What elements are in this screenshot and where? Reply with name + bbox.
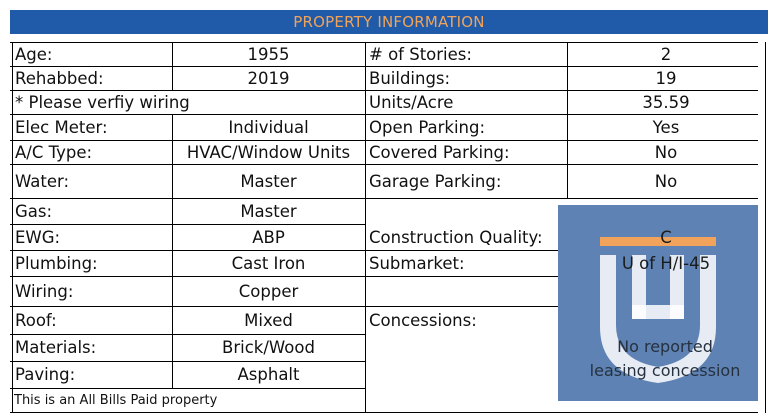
wiring-value: Copper bbox=[238, 281, 299, 301]
concessions-line-2: leasing concession bbox=[589, 361, 741, 380]
watermark-accent-bar bbox=[600, 237, 716, 246]
age-label: Age: bbox=[15, 44, 53, 64]
grid-line bbox=[10, 224, 365, 225]
grid-line bbox=[10, 412, 758, 413]
grid-line bbox=[365, 42, 366, 413]
open-parking-value: Yes bbox=[652, 117, 680, 137]
grid-line bbox=[567, 42, 568, 198]
concessions-line-1: No reported bbox=[617, 337, 713, 356]
ewg-label: EWG: bbox=[15, 227, 61, 247]
roof-value: Mixed bbox=[244, 310, 293, 330]
garage-parking-value: No bbox=[654, 171, 678, 191]
watermark-bridge bbox=[632, 305, 684, 319]
elec-meter-label: Elec Meter: bbox=[15, 117, 108, 137]
grid-line bbox=[12, 42, 13, 413]
grid-line bbox=[10, 334, 365, 335]
wiring-label: Wiring: bbox=[15, 281, 74, 301]
ewg-value: ABP bbox=[252, 227, 285, 247]
grid-line bbox=[10, 114, 758, 115]
grid-line bbox=[172, 114, 173, 388]
ac-type-label: A/C Type: bbox=[15, 142, 93, 162]
water-value: Master bbox=[240, 171, 297, 191]
grid-line bbox=[10, 250, 558, 251]
garage-parking-label: Garage Parking: bbox=[369, 171, 502, 191]
construction-quality-label: Construction Quality: bbox=[369, 227, 543, 247]
paving-value: Asphalt bbox=[237, 365, 300, 384]
footnote: This is an All Bills Paid property bbox=[14, 392, 218, 408]
stories-value: 2 bbox=[660, 44, 672, 64]
water-label: Water: bbox=[15, 171, 70, 191]
watermark-letter-j bbox=[632, 255, 646, 319]
grid-line bbox=[10, 276, 558, 277]
grid-line bbox=[10, 361, 365, 362]
age-value: 1955 bbox=[247, 44, 290, 64]
gas-label: Gas: bbox=[15, 201, 53, 221]
materials-value: Brick/Wood bbox=[222, 338, 315, 357]
submarket-value: U of H/I-45 bbox=[621, 253, 711, 273]
units-acre-label: Units/Acre bbox=[369, 92, 454, 112]
grid-line bbox=[765, 42, 766, 413]
construction-quality-value: C bbox=[660, 227, 672, 247]
grid-line bbox=[10, 164, 758, 165]
watermark-letter-u bbox=[670, 255, 684, 319]
submarket-label: Submarket: bbox=[369, 253, 465, 273]
elec-meter-value: Individual bbox=[228, 117, 309, 137]
covered-parking-value: No bbox=[654, 142, 678, 162]
watermark-shield-outline bbox=[600, 255, 716, 383]
wiring-note: * Please verfiy wiring bbox=[15, 92, 190, 112]
covered-parking-label: Covered Parking: bbox=[369, 142, 510, 162]
concessions-label: Concessions: bbox=[369, 310, 477, 330]
stories-label: # of Stories: bbox=[369, 44, 472, 64]
grid-line bbox=[10, 90, 758, 91]
units-acre-value: 35.59 bbox=[642, 92, 690, 112]
open-parking-label: Open Parking: bbox=[369, 117, 486, 137]
gas-value: Master bbox=[240, 201, 297, 221]
grid-line bbox=[10, 66, 758, 67]
roof-label: Roof: bbox=[15, 310, 57, 330]
grid-line bbox=[10, 198, 758, 199]
rehabbed-value: 2019 bbox=[247, 68, 290, 88]
grid-line bbox=[10, 306, 558, 307]
buildings-value: 19 bbox=[655, 68, 677, 88]
section-header: PROPERTY INFORMATION bbox=[10, 10, 768, 34]
rehabbed-label: Rehabbed: bbox=[15, 68, 104, 88]
plumbing-label: Plumbing: bbox=[15, 253, 98, 273]
grid-line bbox=[172, 42, 173, 90]
plumbing-value: Cast Iron bbox=[231, 253, 306, 273]
buildings-label: Buildings: bbox=[369, 68, 451, 88]
materials-label: Materials: bbox=[15, 338, 97, 357]
watermark-logo bbox=[558, 205, 758, 401]
grid-line bbox=[10, 388, 365, 389]
ac-type-value: HVAC/Window Units bbox=[186, 142, 351, 162]
grid-line bbox=[10, 42, 758, 43]
paving-label: Paving: bbox=[15, 365, 76, 384]
grid-line bbox=[10, 140, 758, 141]
